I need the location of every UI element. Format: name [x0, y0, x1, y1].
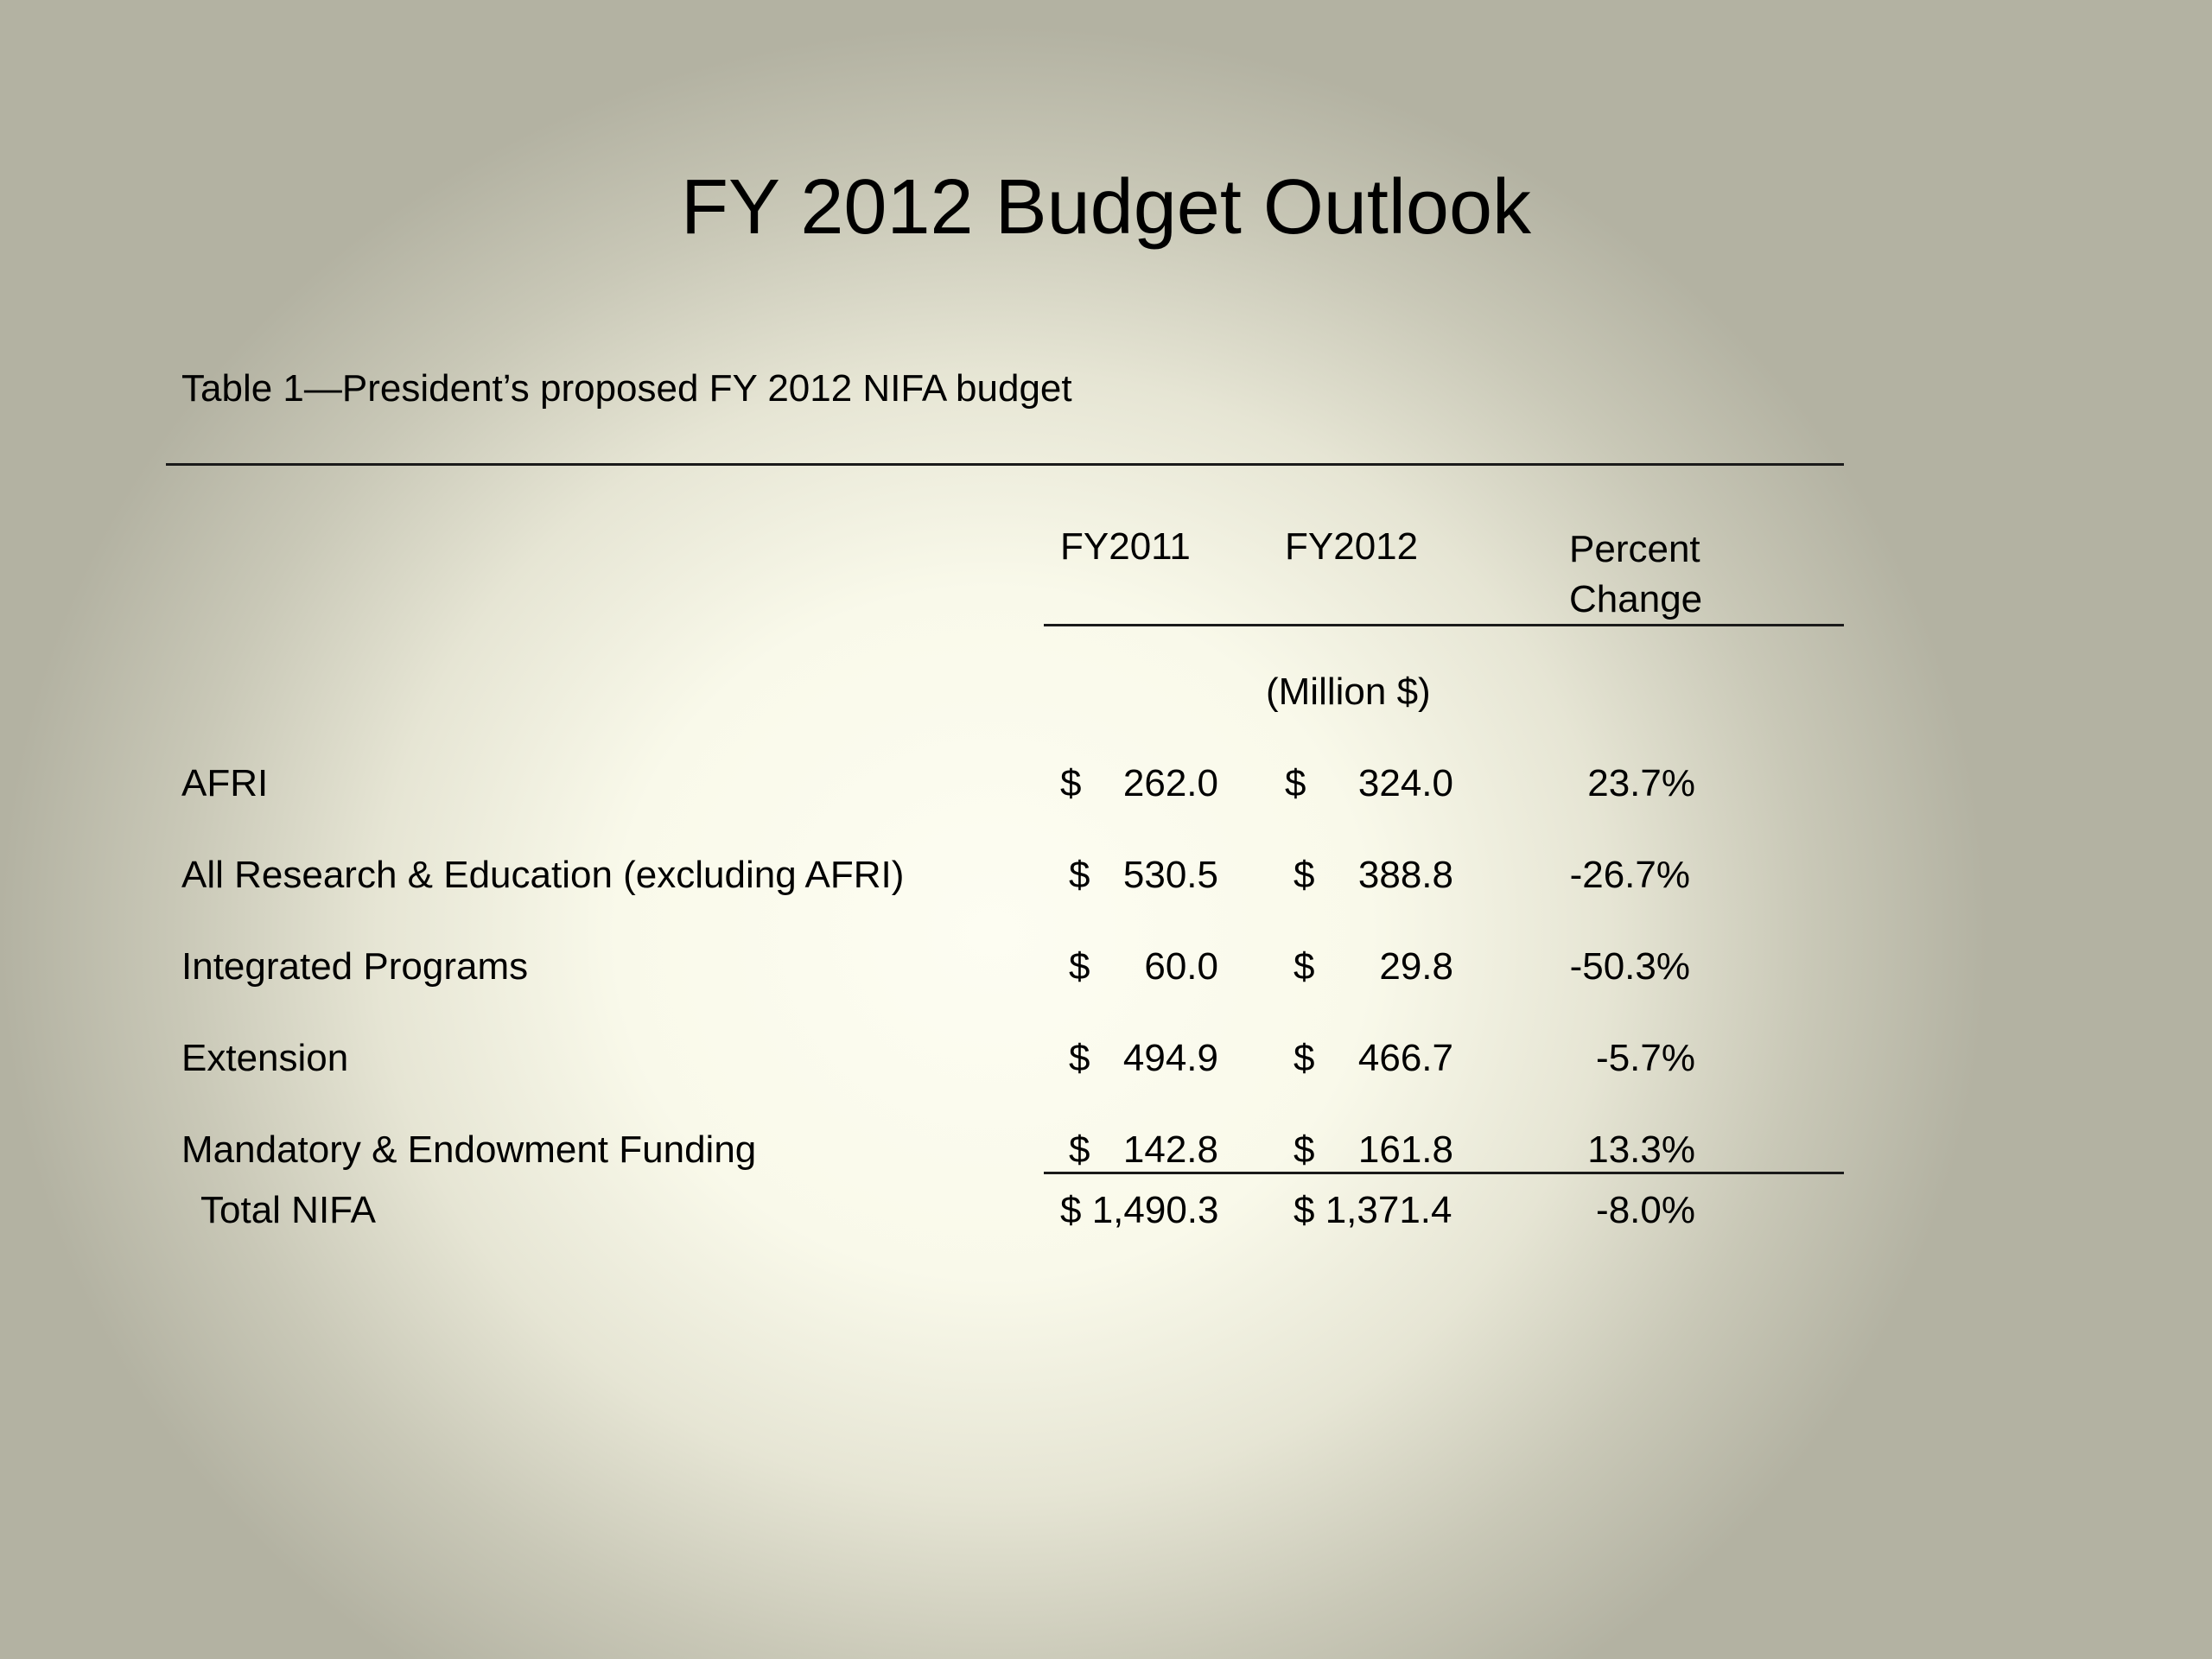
fy2012-value: 466.7 [1357, 1037, 1453, 1079]
row-label: Extension [181, 1037, 349, 1079]
currency-sign: $ [1069, 945, 1090, 988]
row-label: All Research & Education (excluding AFRI… [181, 854, 905, 896]
total-percent-change: -8.0% [1596, 1189, 1695, 1231]
fy2011-value: 142.8 [1122, 1128, 1218, 1171]
fy2011-value: 530.5 [1122, 854, 1218, 896]
fy2012-value: 388.8 [1357, 854, 1453, 896]
percent-change: 13.3% [1587, 1128, 1695, 1171]
fy2012-value: 324.0 [1357, 762, 1453, 804]
fy2011-value: 60.0 [1144, 945, 1218, 988]
row-label: AFRI [181, 762, 269, 804]
currency-sign: $ [1069, 854, 1090, 896]
header-percent-line2: Change [1569, 578, 1703, 620]
header-rule [1044, 624, 1844, 626]
currency-sign: $ [1294, 1128, 1315, 1171]
percent-change: 23.7% [1587, 762, 1695, 804]
units-label: (Million $) [1266, 671, 1431, 713]
header-percent-line1: Percent [1569, 528, 1700, 570]
currency-sign: $ [1069, 1037, 1090, 1079]
percent-change: -50.3% [1569, 945, 1690, 988]
currency-sign: $ [1294, 854, 1315, 896]
fy2012-value: 29.8 [1379, 945, 1453, 988]
total-fy2011: $ 1,490.3 [1060, 1189, 1219, 1231]
total-label: Total NIFA [200, 1189, 376, 1231]
total-rule [1044, 1172, 1844, 1174]
fy2011-value: 494.9 [1122, 1037, 1218, 1079]
percent-change: -5.7% [1596, 1037, 1695, 1079]
row-label: Integrated Programs [181, 945, 529, 988]
fy2011-value: 262.0 [1122, 762, 1218, 804]
currency-sign: $ [1285, 762, 1306, 804]
currency-sign: $ [1069, 1128, 1090, 1171]
currency-sign: $ [1060, 762, 1082, 804]
header-fy2011: FY2011 [1060, 525, 1191, 568]
total-fy2012: $ 1,371.4 [1294, 1189, 1452, 1231]
header-fy2012: FY2012 [1285, 525, 1419, 568]
table-top-rule [166, 463, 1844, 466]
slide-title: FY 2012 Budget Outlook [680, 164, 1532, 251]
currency-sign: $ [1294, 945, 1315, 988]
fy2012-value: 161.8 [1357, 1128, 1453, 1171]
currency-sign: $ [1294, 1037, 1315, 1079]
percent-change: -26.7% [1569, 854, 1690, 896]
table-caption: Table 1—President’s proposed FY 2012 NIF… [181, 367, 1072, 410]
row-label: Mandatory & Endowment Funding [181, 1128, 757, 1171]
